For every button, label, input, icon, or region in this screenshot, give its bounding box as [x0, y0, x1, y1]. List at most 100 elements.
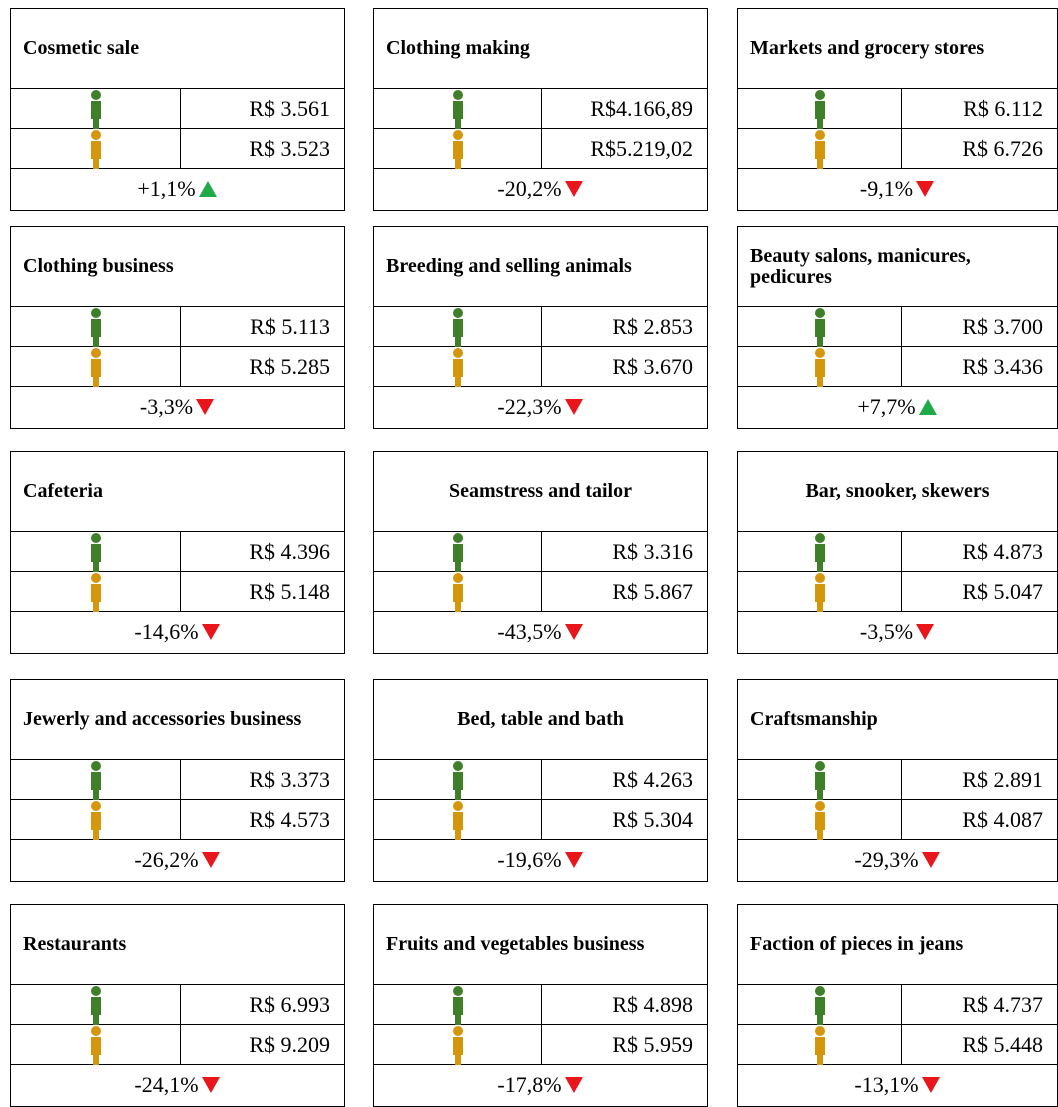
- icon-cell: [738, 760, 902, 800]
- value-row: R$ 5.304: [374, 800, 707, 840]
- card: Faction of pieces in jeans R$ 4.737 R$ 5.4…: [737, 904, 1058, 1107]
- person-icon: [814, 348, 825, 387]
- person-icon: [90, 533, 101, 572]
- person-icon: [814, 761, 825, 800]
- person-icon: [452, 986, 463, 1025]
- change: -17,8%: [497, 1072, 562, 1097]
- value-row: R$ 4.573: [11, 800, 344, 840]
- value: R$ 3.523: [249, 136, 330, 161]
- value-row: R$ 3.670: [374, 347, 707, 387]
- icon-cell: [11, 800, 181, 840]
- person-icon: [814, 986, 825, 1025]
- card-title: Restaurants: [11, 905, 344, 985]
- person-icon: [90, 761, 101, 800]
- change: -14,6%: [134, 619, 199, 644]
- trend-arrow: [916, 624, 935, 640]
- change-row: +7,7%: [738, 387, 1057, 427]
- value: R$ 5.113: [250, 314, 330, 339]
- value: R$ 6.112: [963, 96, 1043, 121]
- trend-arrow: [564, 181, 583, 197]
- change-row: -14,6%: [11, 612, 344, 652]
- trend-arrow: [201, 624, 220, 640]
- change: -3,5%: [859, 619, 914, 644]
- person-icon: [452, 1026, 463, 1065]
- person-icon: [814, 533, 825, 572]
- icon-cell: [11, 985, 181, 1025]
- icon-cell: [11, 307, 181, 347]
- value: R$ 5.304: [612, 807, 693, 832]
- change-row: -22,3%: [374, 387, 707, 427]
- value: R$ 4.573: [249, 807, 330, 832]
- card-title: Jewerly and accessories business: [11, 680, 344, 760]
- change: -3,3%: [139, 394, 194, 419]
- icon-cell: [11, 1025, 181, 1065]
- change: +7,7%: [857, 394, 916, 419]
- icon-cell: [738, 347, 902, 387]
- value: R$5.219,02: [590, 136, 693, 161]
- change-row: +1,1%: [11, 169, 344, 209]
- value-row: R$ 4.087: [738, 800, 1057, 840]
- value: R$ 6.993: [249, 992, 330, 1017]
- change: -29,3%: [854, 847, 919, 872]
- change: -43,5%: [497, 619, 562, 644]
- value: R$ 5.148: [249, 579, 330, 604]
- icon-cell: [374, 532, 542, 572]
- change-row: -9,1%: [738, 169, 1057, 209]
- icon-cell: [738, 985, 902, 1025]
- card: Clothing making R$4.166,89 R$5.219,02 -20,2…: [373, 8, 708, 211]
- icon-cell: [374, 800, 542, 840]
- value-row: R$ 9.209: [11, 1025, 344, 1065]
- person-icon: [452, 533, 463, 572]
- trend-arrow: [564, 852, 583, 868]
- change: +1,1%: [137, 176, 196, 201]
- icon-cell: [374, 572, 542, 612]
- value-row: R$ 4.396: [11, 532, 344, 572]
- value-row: R$ 5.285: [11, 347, 344, 387]
- value: R$ 5.047: [962, 579, 1043, 604]
- person-icon: [452, 348, 463, 387]
- value-row: R$5.219,02: [374, 129, 707, 169]
- value: R$ 3.561: [249, 96, 330, 121]
- person-icon: [452, 90, 463, 129]
- person-icon: [452, 573, 463, 612]
- change: -26,2%: [134, 847, 199, 872]
- card-title: Fruits and vegetables business: [374, 905, 707, 985]
- icon-cell: [738, 572, 902, 612]
- change: -9,1%: [859, 176, 914, 201]
- person-icon: [90, 1026, 101, 1065]
- change-row: -43,5%: [374, 612, 707, 652]
- change-row: -20,2%: [374, 169, 707, 209]
- icon-cell: [374, 89, 542, 129]
- person-icon: [452, 130, 463, 169]
- person-icon: [452, 761, 463, 800]
- value: R$ 4.873: [962, 539, 1043, 564]
- card-title: Cosmetic sale: [11, 9, 344, 89]
- trend-arrow: [201, 1077, 220, 1093]
- trend-arrow: [916, 181, 935, 197]
- value: R$ 5.867: [612, 579, 693, 604]
- change-row: -13,1%: [738, 1065, 1057, 1105]
- card-title: Faction of pieces in jeans: [738, 905, 1057, 985]
- card: Craftsmanship R$ 2.891 R$ 4.087 -29,3%: [737, 679, 1058, 882]
- card: Beauty salons, manicures, pedicures R$ 3.…: [737, 226, 1058, 429]
- trend-arrow: [921, 852, 940, 868]
- value-row: R$ 4.263: [374, 760, 707, 800]
- value: R$ 5.448: [962, 1032, 1043, 1057]
- value-row: R$ 3.700: [738, 307, 1057, 347]
- icon-cell: [374, 129, 542, 169]
- value-row: R$ 3.561: [11, 89, 344, 129]
- icon-cell: [11, 760, 181, 800]
- card-title: Beauty salons, manicures, pedicures: [738, 227, 1057, 307]
- value: R$ 4.737: [962, 992, 1043, 1017]
- icon-cell: [374, 760, 542, 800]
- value: R$ 2.891: [962, 767, 1043, 792]
- value: R$ 3.373: [249, 767, 330, 792]
- card-title: Clothing making: [374, 9, 707, 89]
- icon-cell: [374, 347, 542, 387]
- value-row: R$ 3.316: [374, 532, 707, 572]
- change: -22,3%: [497, 394, 562, 419]
- trend-arrow: [196, 399, 215, 415]
- icon-cell: [11, 572, 181, 612]
- change-row: -3,5%: [738, 612, 1057, 652]
